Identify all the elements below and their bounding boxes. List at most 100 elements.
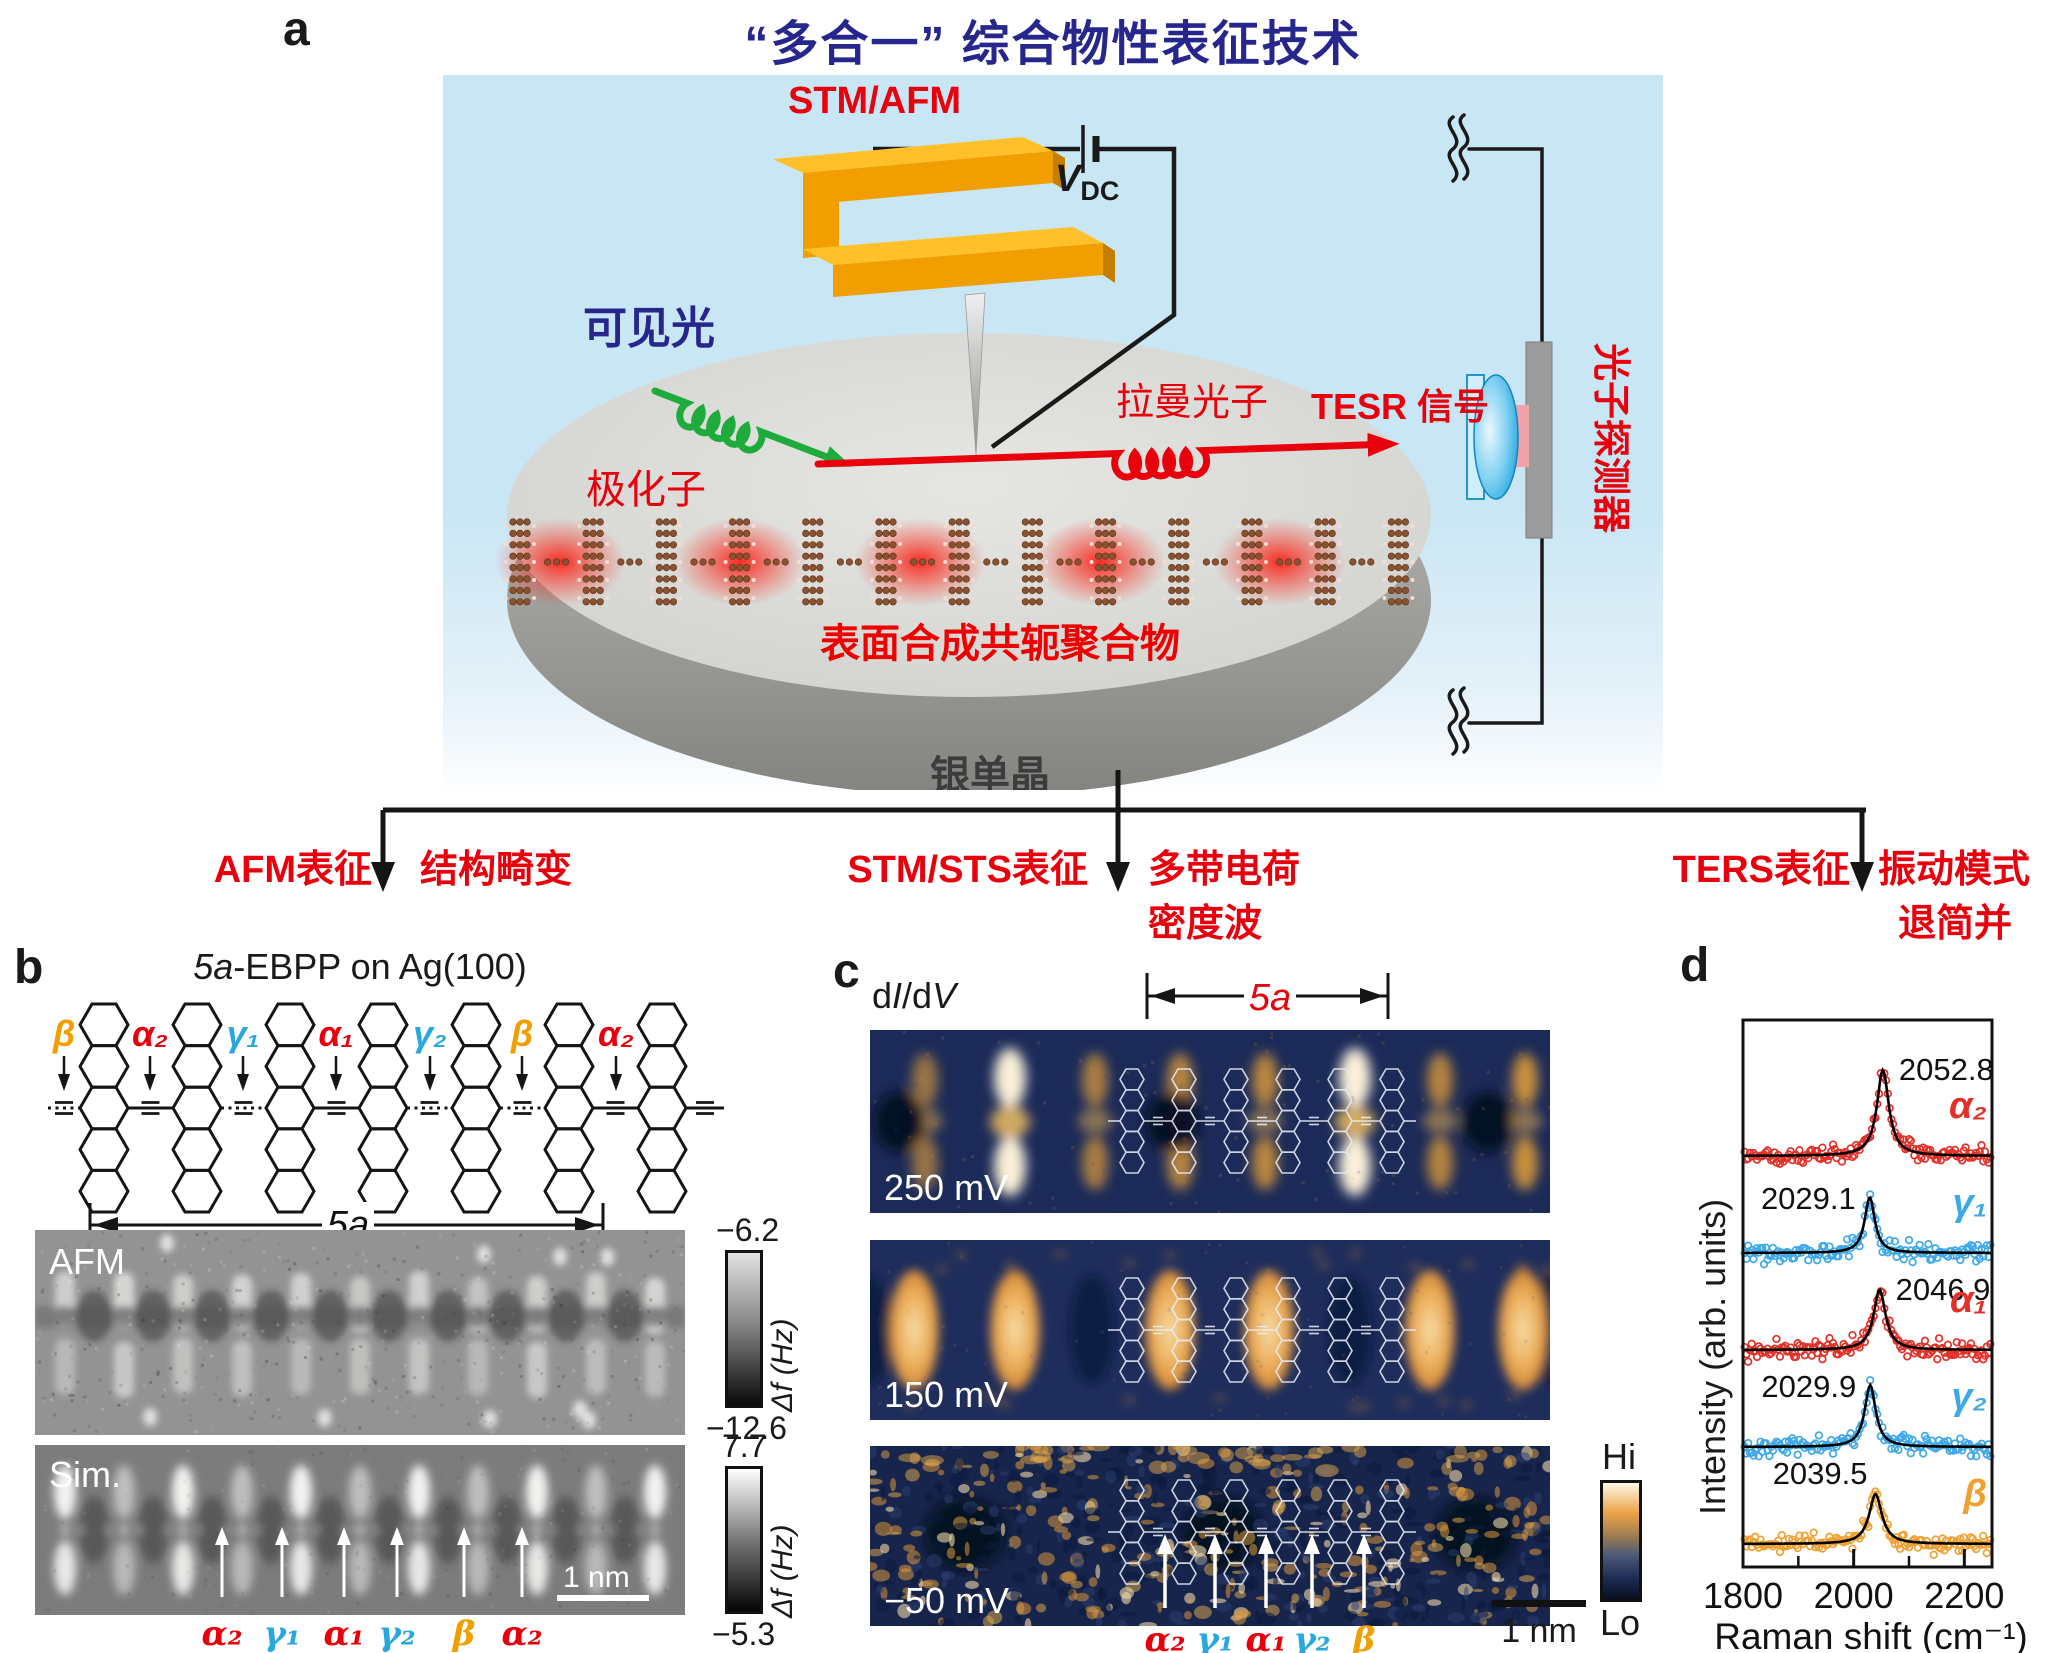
afm-image: AFM: [35, 1230, 685, 1435]
spectrum-γ₁: 2029.1 γ₁: [1740, 1181, 1995, 1269]
sim-image-label: Sim.: [49, 1454, 121, 1495]
svg-text:α₁: α₁: [1950, 1279, 1987, 1321]
tesr-signal-label: TESR 信号: [1311, 386, 1489, 427]
branch-sts-result-line2: 密度波: [1148, 903, 1263, 945]
branch-connector: [371, 770, 1874, 892]
branch-ters-result-line1: 振动模式: [1878, 849, 2031, 891]
silver-crystal-disk: [507, 333, 1431, 790]
bond-label: α₁: [319, 1013, 354, 1054]
sts-map-150mv: 150 mV: [870, 1240, 1550, 1420]
bias-label-minus50mv: −50 mV: [884, 1580, 1009, 1621]
sim-cbar-unit: Δf (Hz): [766, 1524, 799, 1618]
afm-image-label: AFM: [49, 1241, 125, 1282]
svg-text:γ₂: γ₂: [1951, 1376, 1987, 1418]
panel-a-scene: STM/AFM VDC 可见光 极化子 拉曼光子 TESR 信号 光子探测器 表…: [443, 75, 1663, 790]
sim-scalebar: [557, 1595, 649, 1601]
branch-sts-technique: STM/STS表征: [847, 849, 1088, 891]
photon-detector: [1466, 341, 1553, 539]
c-unit-cell-label: 5a: [1249, 977, 1291, 1019]
spectrum-γ₂: 2029.9 γ₂: [1740, 1369, 1995, 1461]
bond-label: γ₂: [413, 1013, 447, 1054]
chemical-structure: β α₂ γ₁ α₁ γ₂ β α₂ 5a: [48, 1002, 724, 1247]
svg-text:2029.9: 2029.9: [1761, 1369, 1856, 1404]
branch-afm-result: 结构畸变: [420, 849, 573, 891]
sts-cbar-lo: Lo: [1600, 1602, 1641, 1643]
visible-light-beam: [651, 387, 852, 467]
afm-cbar-max: −6.2: [716, 1212, 780, 1248]
assignment-label: γ₂: [378, 1614, 416, 1653]
panel-c-letter: c: [833, 945, 860, 998]
assignment-label: γ₂: [1293, 1620, 1331, 1653]
bond-label: α₂: [598, 1013, 634, 1054]
bias-label-150mv: 150 mV: [884, 1374, 1008, 1415]
afm-cbar-unit: Δf (Hz): [766, 1318, 799, 1412]
raman-signal-beam: [814, 432, 1400, 481]
x-axis: 1800 2000 2200: [1703, 1549, 2004, 1616]
svg-text:2000: 2000: [1814, 1575, 1894, 1616]
spectrum-β: 2039.5 β: [1740, 1456, 1995, 1560]
afm-cbar-min: −12.6: [706, 1410, 787, 1446]
sim-cbar-min: −5.3: [712, 1616, 776, 1652]
branch-ters-technique: TERS表征: [1672, 849, 1850, 891]
assignment-label: α₂: [201, 1614, 243, 1653]
assignment-label: α₁: [1245, 1620, 1287, 1653]
branch-ters-result-line2: 退简并: [1898, 903, 2013, 945]
bond-label: γ₁: [227, 1013, 260, 1054]
sts-map-250mv: 250 mV: [870, 1030, 1550, 1213]
svg-text:γ₁: γ₁: [1952, 1182, 1987, 1224]
svg-text:2200: 2200: [1924, 1575, 2004, 1616]
x-axis-title: Raman shift (cm⁻¹): [1714, 1616, 2028, 1653]
afm-colorbar: [725, 1250, 763, 1408]
visible-light-label: 可见光: [583, 304, 715, 353]
sts-cbar-hi: Hi: [1602, 1436, 1636, 1477]
branch-afm-technique: AFM表征: [213, 849, 372, 891]
assignment-label: α₂: [501, 1614, 543, 1653]
svg-text:β: β: [1962, 1473, 1987, 1515]
svg-text:α₂: α₂: [1949, 1085, 1987, 1127]
svg-text:2052.8: 2052.8: [1899, 1052, 1994, 1087]
bias-label: VDC: [1055, 158, 1119, 206]
panel-d-letter: d: [1680, 939, 1710, 992]
branch-sts-result-line1: 多带电荷: [1148, 849, 1301, 891]
bond-label: β: [510, 1013, 533, 1054]
bond-label: α₂: [132, 1013, 168, 1054]
sim-cbar-max: 7.7: [722, 1428, 767, 1464]
y-axis-title: Intensity (arb. units): [1692, 1198, 1733, 1515]
bias-label-250mv: 250 mV: [884, 1167, 1008, 1208]
figure-title: “多合一” 综合物性表征技术: [744, 18, 1362, 71]
assignment-label: β: [1352, 1620, 1376, 1653]
polymer-chain: [504, 518, 1415, 606]
polaron-label: 极化子: [586, 468, 706, 512]
stm-afm-sensor: [773, 137, 1115, 456]
panel-b-letter: b: [14, 941, 44, 994]
assignment-label: α₂: [1144, 1620, 1186, 1653]
probe-label: STM/AFM: [788, 80, 961, 122]
sts-colorbar: [1600, 1480, 1642, 1602]
polymer-label: 表面合成共轭聚合物: [820, 622, 1180, 666]
sim-afm-image: 1 nm Sim.: [35, 1445, 685, 1615]
sts-map-minus50mv: −50 mV: [870, 1446, 1550, 1626]
sim-scalebar-label: 1 nm: [563, 1561, 630, 1594]
svg-text:2029.1: 2029.1: [1761, 1181, 1856, 1216]
didv-label: dI/dV: [872, 975, 957, 1016]
plot-frame: [1741, 1018, 1994, 1569]
assignment-label: γ₁: [263, 1614, 301, 1653]
svg-text:2039.5: 2039.5: [1773, 1456, 1868, 1491]
panel-a-letter: a: [283, 3, 310, 56]
photon-detector-label: 光子探测器: [1589, 343, 1631, 534]
c-unit-cell-bracket: 5a: [1145, 973, 1390, 1019]
panel-b-title: 5a-EBPP on Ag(100): [193, 946, 527, 987]
bond-label: β: [52, 1013, 75, 1054]
substrate-label: 银单晶: [930, 754, 1050, 790]
spectrum-α₁: 2046.9α₁: [1740, 1272, 1995, 1366]
svg-text:2046.9: 2046.9: [1896, 1272, 1991, 1307]
svg-text:1800: 1800: [1703, 1575, 1783, 1616]
c-scalebar-label: 1 nm: [1501, 1612, 1577, 1650]
probe-tip: [964, 292, 986, 456]
sim-colorbar: [725, 1466, 763, 1614]
raman-photon-label: 拉曼光子: [1116, 382, 1268, 424]
collection-lens: [1473, 374, 1519, 500]
c-scalebar: [1492, 1600, 1586, 1607]
